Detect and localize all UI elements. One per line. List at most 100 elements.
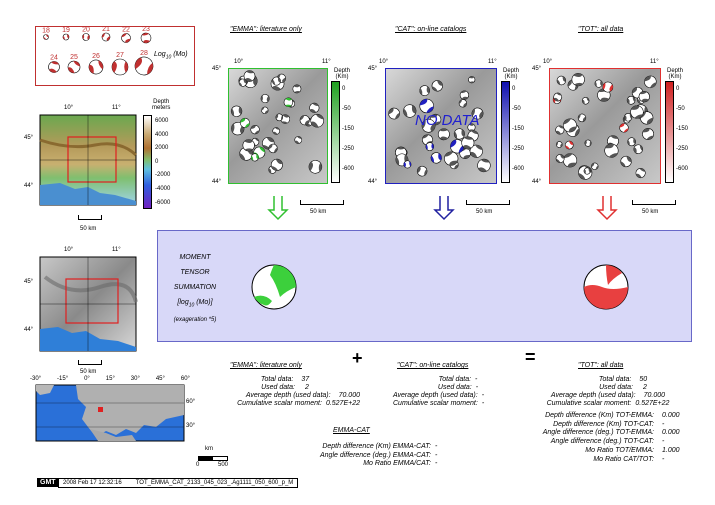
focal-mechanism bbox=[416, 165, 428, 177]
magnitude-beachball bbox=[62, 33, 70, 41]
panel-cat-lon-tick-2: 11° bbox=[488, 59, 497, 65]
magnitude-number: 22 bbox=[122, 27, 130, 34]
magnitude-beachball bbox=[101, 32, 111, 42]
footer-bar: 2008 Feb 17 12:32:16 TOT_EMMA_CAT_2133_0… bbox=[58, 478, 299, 488]
focal-mechanism bbox=[477, 158, 491, 173]
focal-mechanism bbox=[630, 105, 644, 119]
magnitude-beachball bbox=[140, 32, 152, 44]
panel-cat-scale-bar bbox=[466, 200, 510, 205]
focal-mechanism bbox=[644, 75, 657, 89]
magnitude-legend: 18 19 20 21 22 23 24 25 26 27 28 Log10 (Mo) bbox=[35, 26, 195, 86]
panel-cat-beachballs bbox=[388, 76, 491, 177]
world-scale-label: km bbox=[205, 446, 213, 452]
world-lat-tick-2: 30° bbox=[186, 423, 196, 429]
topo-lat-tick-1: 45° bbox=[24, 135, 34, 141]
panel-emma-scale-bar bbox=[300, 200, 344, 205]
focal-mechanism bbox=[468, 76, 476, 84]
focal-mechanism bbox=[459, 90, 470, 100]
stats-cat-block: Total data: - Used data: - Average depth (… bbox=[393, 376, 485, 407]
panel-tot-depth-label: Depth (Km) bbox=[667, 68, 684, 80]
panel-cat-lat-tick-1: 45° bbox=[368, 66, 378, 72]
focal-mechanism bbox=[627, 137, 637, 147]
focal-mechanism bbox=[425, 142, 435, 151]
focal-mechanism bbox=[238, 78, 247, 87]
summation-beachball-tot bbox=[583, 264, 629, 310]
focal-mechanism bbox=[642, 128, 655, 140]
focal-mechanism bbox=[571, 72, 585, 87]
focal-mechanism bbox=[283, 97, 294, 107]
topo-depth-ticks: 6000 4000 2000 0 -2000 -4000 -6000 bbox=[155, 118, 171, 206]
focal-mechanism bbox=[260, 94, 270, 104]
stats-tot-block: Total data: 50 Used data: 2 Average depth … bbox=[546, 376, 670, 407]
magnitude-number: 26 bbox=[92, 53, 100, 60]
emma-cat-title: EMMA-CAT bbox=[333, 427, 370, 434]
focal-mechanism bbox=[581, 97, 590, 105]
stats-emma-title: "EMMA": literature only bbox=[230, 362, 302, 369]
world-scale-bar bbox=[198, 456, 228, 461]
panel-emma-depth-ticks: 0 -50 -150 -250 -600 bbox=[342, 86, 355, 172]
panel-tot-lat-tick-2: 44° bbox=[532, 179, 542, 185]
panel-cat-scale-label: 50 km bbox=[476, 209, 493, 215]
world-scale-tick-500: 500 bbox=[218, 462, 229, 468]
panel-emma-lat-tick-2: 44° bbox=[212, 179, 222, 185]
focal-mechanism bbox=[461, 136, 475, 150]
focal-mechanism bbox=[268, 143, 278, 154]
focal-mechanism bbox=[458, 99, 468, 108]
stats-tot-title: "TOT": all data bbox=[578, 362, 624, 369]
topo-map-image bbox=[39, 114, 138, 206]
topo-lat-tick-2: 44° bbox=[24, 183, 34, 189]
focal-mechanism bbox=[250, 153, 259, 162]
panel-tot-colorbar bbox=[665, 81, 674, 183]
magnitude-number: 20 bbox=[82, 27, 90, 34]
focal-mechanism bbox=[421, 118, 436, 133]
arrow-down-red-icon bbox=[596, 196, 618, 221]
focal-mechanism bbox=[242, 139, 255, 152]
focal-mechanism bbox=[594, 79, 603, 88]
focal-mechanism bbox=[591, 162, 599, 171]
focal-mechanism bbox=[243, 70, 256, 82]
focal-mechanism bbox=[294, 136, 303, 144]
panel-tot-depth-ticks: 0 -50 -150 -250 -600 bbox=[676, 86, 689, 172]
topo-scale-bar bbox=[78, 215, 102, 220]
topo-map: 10° 11° 45° 44° bbox=[24, 105, 138, 206]
gmt-logo: GMT bbox=[37, 478, 59, 487]
world-lat-tick-1: 60° bbox=[186, 399, 196, 405]
focal-mechanism bbox=[471, 107, 484, 120]
focal-mechanism bbox=[469, 144, 483, 158]
panel-emma-depth-label: Depth (Km) bbox=[334, 68, 351, 80]
shaded-lat-tick-2: 44° bbox=[24, 327, 34, 333]
magnitude-beachball bbox=[67, 60, 81, 74]
world-map-image bbox=[35, 384, 185, 442]
focal-mechanism bbox=[310, 113, 325, 128]
focal-mechanism bbox=[626, 95, 636, 105]
focal-mechanism bbox=[633, 144, 644, 154]
focal-mechanism bbox=[553, 92, 563, 102]
focal-mechanism bbox=[403, 104, 417, 118]
focal-mechanism bbox=[272, 76, 281, 86]
focal-mechanism bbox=[431, 80, 443, 92]
arrow-down-green-icon bbox=[267, 196, 289, 221]
summation-beachball-emma bbox=[251, 264, 297, 310]
magnitude-number: 18 bbox=[42, 28, 50, 35]
shaded-lon-tick-1: 10° bbox=[64, 247, 74, 253]
equals-operator: = bbox=[525, 347, 536, 367]
magnitude-number: 19 bbox=[62, 27, 70, 34]
arrow-down-blue-icon bbox=[433, 196, 455, 221]
panel-cat-no-data: NO DATA bbox=[415, 112, 480, 129]
shaded-scale-bar bbox=[78, 360, 102, 365]
focal-mechanism bbox=[467, 123, 476, 132]
topo-depth-label: Depth meters bbox=[152, 99, 171, 111]
magnitude-number: 23 bbox=[142, 26, 150, 33]
magnitude-beachball bbox=[88, 59, 104, 75]
focal-mechanism bbox=[619, 123, 629, 133]
focal-mechanism bbox=[562, 118, 577, 133]
stats-tot-comparisons: Depth difference (Km) TOT-EMMA: 0.000 Dep… bbox=[542, 412, 680, 463]
topo-colorbar bbox=[143, 115, 152, 209]
magnitude-number: 28 bbox=[140, 50, 148, 57]
focal-mechanism bbox=[230, 105, 243, 117]
focal-mechanism bbox=[638, 91, 650, 103]
panel-tot-title: "TOT": all data bbox=[578, 26, 624, 33]
world-lon-ticks: -30° -15° 0° 15° 30° 45° 60° bbox=[30, 376, 190, 382]
focal-mechanism bbox=[556, 141, 563, 148]
panel-cat-depth-ticks: 0 -50 -150 -250 -600 bbox=[512, 86, 525, 172]
